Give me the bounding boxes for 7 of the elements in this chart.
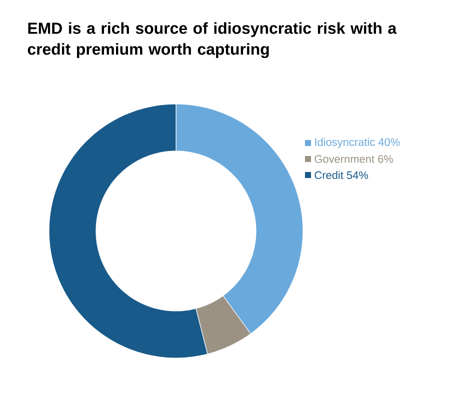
data-label: 6% bbox=[378, 155, 393, 163]
legend-label: Credit bbox=[314, 170, 344, 180]
legend-label: Government bbox=[314, 155, 374, 163]
data-label: 54% bbox=[346, 171, 368, 180]
legend-label: Idiosyncratic bbox=[315, 138, 375, 148]
chart-title: EMD is a rich source of idiosyncratic risk with a credit premium worth capturing bbox=[28, 22, 397, 58]
data-label: 40% bbox=[378, 138, 400, 146]
